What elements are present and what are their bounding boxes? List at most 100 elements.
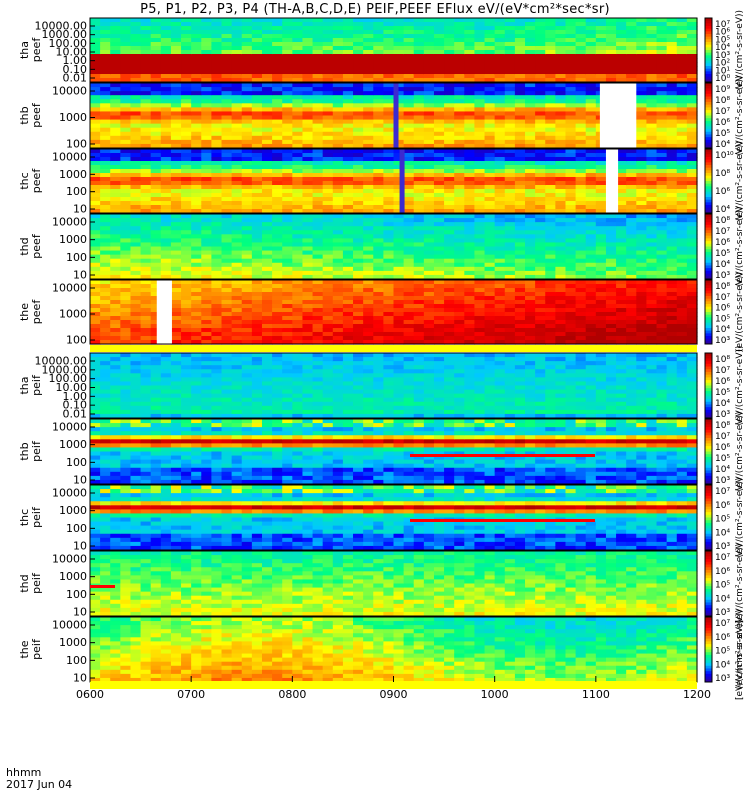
spectrogram-cell xyxy=(393,193,405,198)
spectrogram-cell xyxy=(676,115,688,121)
spectrogram-cell xyxy=(605,78,617,83)
spectrogram-cell xyxy=(585,119,597,125)
spectrogram-cell xyxy=(221,262,233,268)
spectrogram-cell xyxy=(120,143,132,149)
spectrogram-cell xyxy=(474,34,486,39)
spectrogram-cell xyxy=(363,238,374,244)
spectrogram-cell xyxy=(636,300,648,305)
spectrogram-cell xyxy=(676,153,688,158)
spectrogram-cell xyxy=(585,46,597,51)
spectrogram-cell xyxy=(535,189,546,194)
spectrogram-cell xyxy=(555,131,567,137)
colorbar-swatch xyxy=(705,36,712,40)
spectrogram-cell xyxy=(565,284,577,289)
spectrogram-cell xyxy=(363,131,374,137)
spectrogram-cell xyxy=(494,95,506,100)
spectrogram-cell xyxy=(423,230,435,235)
spectrogram-cell xyxy=(363,270,374,276)
spectrogram-cell xyxy=(464,153,476,158)
spectrogram-cell xyxy=(545,54,556,59)
spectrogram-cell xyxy=(616,266,627,272)
spectrogram-cell xyxy=(423,62,435,67)
spectrogram-cell xyxy=(595,296,607,301)
spectrogram-cell xyxy=(514,262,526,268)
spectrogram-cell xyxy=(616,296,627,301)
spectrogram-cell xyxy=(221,270,233,276)
spectrogram-cell xyxy=(363,336,374,341)
spectrogram-cell xyxy=(433,288,445,293)
spectrogram-cell xyxy=(666,222,678,227)
spectrogram-cell xyxy=(191,74,202,79)
spectrogram-cell xyxy=(231,193,243,198)
spectrogram-cell xyxy=(494,320,506,325)
spectrogram-cell xyxy=(525,78,536,83)
spectrogram-cell xyxy=(595,54,607,59)
spectrogram-cell xyxy=(383,270,395,276)
spectrogram-cell xyxy=(545,131,556,137)
spectrogram-cell xyxy=(312,87,324,92)
spectrogram-cell xyxy=(626,66,637,71)
colorbar-swatch xyxy=(705,34,712,38)
spectrogram-cell xyxy=(565,91,577,96)
spectrogram-cell xyxy=(201,214,212,219)
spectrogram-cell xyxy=(605,320,617,325)
spectrogram-cell xyxy=(221,161,233,166)
spectrogram-cell xyxy=(504,197,516,202)
spectrogram-cell xyxy=(535,288,546,293)
spectrogram-cell xyxy=(585,185,597,190)
spectrogram-cell xyxy=(464,238,476,244)
spectrogram-cell xyxy=(312,193,324,198)
spectrogram-cell xyxy=(454,284,465,289)
spectrogram-cell xyxy=(100,304,111,309)
spectrogram-cell xyxy=(322,135,334,141)
spectrogram-cell xyxy=(686,127,698,133)
spectrogram-cell xyxy=(160,107,172,113)
spectrogram-cell xyxy=(636,308,648,313)
spectrogram-cell xyxy=(312,165,324,170)
spectrogram-cell xyxy=(575,332,587,337)
spectrogram-cell xyxy=(555,304,567,309)
spectrogram-cell xyxy=(231,22,243,27)
spectrogram-cell xyxy=(525,320,536,325)
spectrogram-cell xyxy=(241,209,253,214)
spectrogram-cell xyxy=(626,78,637,83)
spectrogram-cell xyxy=(373,103,384,108)
spectrogram-cell xyxy=(535,103,546,108)
spectrogram-cell xyxy=(302,193,314,198)
spectrogram-cell xyxy=(423,181,435,186)
spectrogram-cell xyxy=(433,30,445,35)
spectrogram-cell xyxy=(100,222,111,227)
spectrogram-cell xyxy=(272,185,283,190)
spectrogram-cell xyxy=(433,226,445,231)
spectrogram-cell xyxy=(221,34,233,39)
spectrogram-cell xyxy=(201,242,212,248)
spectrogram-cell xyxy=(433,266,445,272)
spectrogram-cell xyxy=(565,246,577,252)
spectrogram-cell xyxy=(535,62,546,67)
spectrogram-cell xyxy=(221,214,233,219)
spectrogram-cell xyxy=(494,143,506,149)
spectrogram-cell xyxy=(342,316,354,321)
spectrogram-cell xyxy=(191,312,202,317)
spectrogram-cell xyxy=(565,226,577,231)
spectrogram-cell xyxy=(433,149,445,154)
spectrogram-cell xyxy=(90,177,101,182)
colorbar-tick-label: 10⁶ xyxy=(715,187,730,197)
spectrogram-cell xyxy=(393,70,405,75)
spectrogram-cell xyxy=(484,238,496,244)
spectrogram-cell xyxy=(181,18,192,23)
spectrogram-cell xyxy=(110,123,121,129)
spectrogram-cell xyxy=(686,74,698,79)
spectrogram-cell xyxy=(444,70,455,75)
spectrogram-cell xyxy=(211,123,223,129)
colorbar-unit-label: (eV/(cm²-s-sr-eV)) xyxy=(735,141,745,221)
spectrogram-cell xyxy=(676,324,688,329)
spectrogram-cell xyxy=(413,328,425,333)
spectrogram-cell xyxy=(221,324,233,329)
spectrogram-cell xyxy=(261,246,273,252)
spectrogram-cell xyxy=(201,340,212,345)
spectrogram-cell xyxy=(565,270,577,276)
spectrogram-cell xyxy=(535,234,546,239)
spectrogram-cell xyxy=(535,300,546,305)
spectrogram-cell xyxy=(626,153,637,158)
